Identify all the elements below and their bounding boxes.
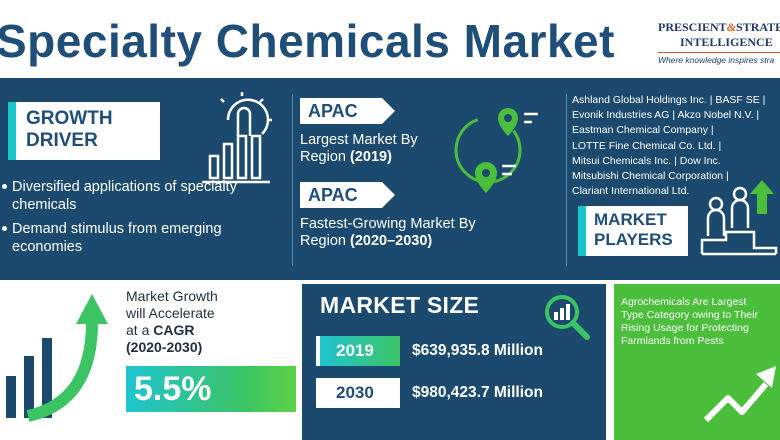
largest-market-label: Largest Market By Region [300,132,418,165]
page-title: Specialty Chemicals Market [0,15,615,67]
market-players-label-line2: PLAYERS [594,230,673,249]
agrochemicals-text: Agrochemicals Are Largest Type Category … [621,296,758,347]
largest-market-year: (2019) [349,149,392,165]
growth-driver-item: Diversified applications of specialty ch… [0,178,290,214]
header: Specialty Chemicals Market PRESCIENT&STR… [0,0,780,78]
market-size-value: $639,935.8 Million [412,342,543,359]
fastest-market-years: (2020–2030) [349,233,433,249]
market-size-year-text: 2019 [336,341,374,360]
growth-text-prefix: at a [126,322,154,338]
market-size-row: 2030 $980,423.7 Million [316,378,564,408]
divider [292,94,293,266]
cagr-value-box: 5.5% [126,366,296,412]
market-size-year: 2030 [316,378,400,408]
player-line: Mitsui Chemicals Inc. | Dow Inc. [572,154,721,167]
fastest-market-label: Fastest-Growing Market By Region [300,216,476,249]
market-players-label-line1: MARKET [594,210,667,229]
agrochemicals-panel [614,284,780,440]
growth-text: Market Growth will Accelerate at a CAGR … [126,288,276,356]
location-pin-icon [454,108,538,193]
cagr-period: (2020-2030) [126,339,203,355]
player-line: Clariant International Ltd. [572,185,690,198]
logo-ampersand: & [726,20,737,34]
market-players-label: MARKET PLAYERS [578,206,688,256]
cagr-label: CAGR [153,322,195,338]
trend-arrow-icon [703,366,776,423]
player-line: Mitsubishi Chemical Corporation | [572,170,729,183]
apac-largest-text: Largest Market By Region (2019) [300,132,450,166]
market-size-year: 2019 [316,336,400,366]
growth-text-line: at a CAGR [126,322,276,339]
growth-driver-item: Demand stimulus from emerging economies [0,220,290,256]
logo-name: PRESCIENT&STRATEG [658,20,780,35]
growth-text-line: Market Growth [126,288,218,304]
logo-tagline: Where knowledge inspires stra [658,55,775,65]
growth-text-line: will Accelerate [126,305,215,321]
company-logo[interactable]: PRESCIENT&STRATEG INTELLIGENCE Where kno… [658,20,780,65]
logo-divider [658,52,780,53]
growth-driver-label-line2: DRIVER [26,130,98,151]
logo-word-2: STRATEG [736,20,780,34]
market-size-value: $980,423.7 Million [412,384,543,401]
growth-driver-list: Diversified applications of specialty ch… [0,178,290,262]
market-players-list: Ashland Global Holdings Inc. | BASF SE |… [572,93,780,199]
market-size-year-text: 2030 [336,383,374,402]
player-line: Eastman Chemical Company | [572,124,714,137]
gear-chart-icon [202,92,272,184]
market-size-row: 2019 $639,935.8 Million [316,336,564,366]
apac-largest-tag-text: APAC [308,101,358,121]
player-line: Evonik Industries AG | Akzo Nobel N.V. | [572,109,760,122]
market-size-title: MARKET SIZE [320,292,480,318]
apac-largest-tag: APAC [300,98,395,124]
player-line: Ashland Global Holdings Inc. | BASF SE | [572,94,766,106]
growth-arrow-icon [6,294,108,422]
apac-fastest-text: Fastest-Growing Market By Region (2020–2… [300,216,490,250]
cagr-value: 5.5% [134,370,212,408]
logo-word-3: INTELLIGENCE [680,35,773,49]
apac-fastest-tag: APAC [300,182,395,208]
player-line: LOTTE Fine Chemical Co. Ltd. | [572,139,722,152]
apac-fastest-tag-text: APAC [308,185,358,205]
podium-people-icon [700,180,778,256]
growth-driver-label-line1: GROWTH [26,108,113,129]
growth-driver-label: GROWTH DRIVER [8,102,160,160]
divider [566,94,567,266]
logo-word-1: PRESCIENT [658,20,727,34]
magnifier-chart-icon [545,295,590,340]
